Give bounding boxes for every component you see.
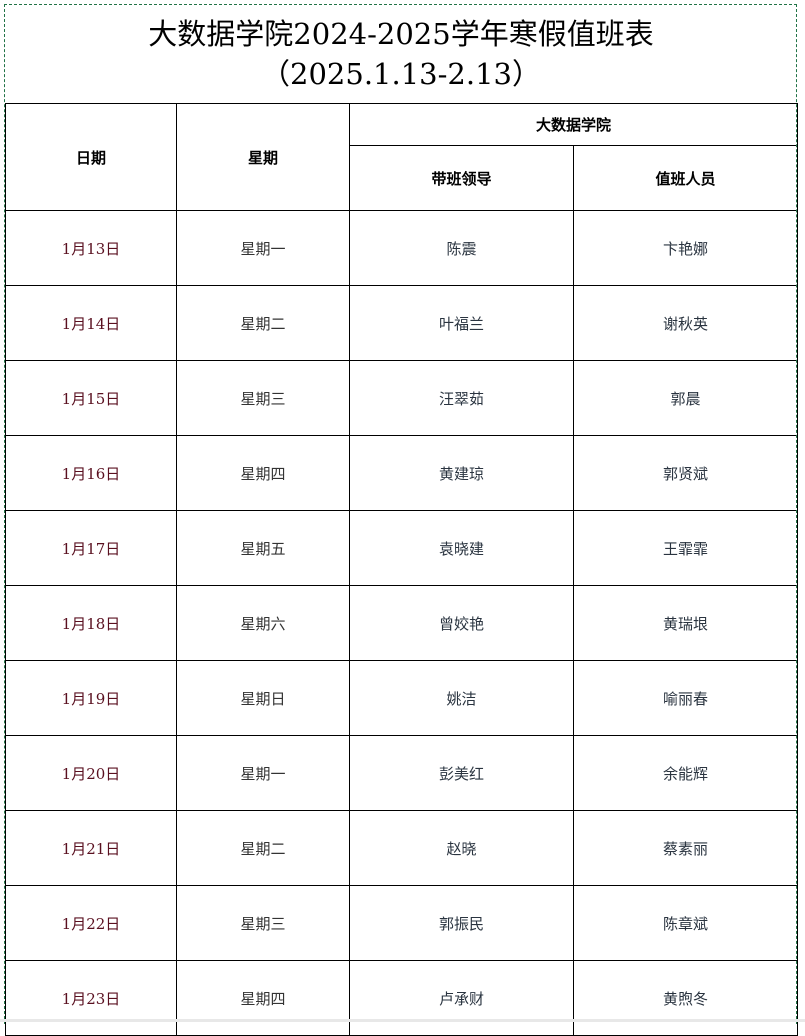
- cell-weekday[interactable]: 星期三: [176, 885, 350, 961]
- header-group[interactable]: 大数据学院: [348, 103, 799, 146]
- table-row: 1月14日 星期二 叶福兰 谢秋英: [5, 285, 799, 361]
- cell-weekday[interactable]: 星期五: [176, 510, 350, 586]
- cell-leader[interactable]: 汪翠茹: [349, 360, 574, 436]
- sheet-title: 大数据学院2024-2025学年寒假值班表: [148, 17, 654, 51]
- cell-leader[interactable]: 郭振民: [349, 885, 574, 961]
- cell-staff[interactable]: 喻丽春: [572, 660, 799, 736]
- table-row: 1月21日 星期二 赵晓 蔡素丽: [5, 810, 799, 886]
- cell-weekday[interactable]: 星期二: [176, 810, 350, 886]
- cell-date[interactable]: 1月13日: [5, 210, 177, 286]
- cell-date[interactable]: 1月15日: [5, 360, 177, 436]
- header-staff[interactable]: 值班人员: [572, 145, 799, 211]
- cell-date[interactable]: 1月17日: [5, 510, 177, 586]
- cell-leader[interactable]: 叶福兰: [349, 285, 574, 361]
- table-row: 1月18日 星期六 曾姣艳 黄瑞垠: [5, 585, 799, 661]
- cell-weekday[interactable]: 星期一: [176, 735, 350, 811]
- cell-weekday[interactable]: 星期二: [176, 285, 350, 361]
- cell-staff[interactable]: 余能辉: [572, 735, 799, 811]
- header-leader[interactable]: 带班领导: [349, 145, 574, 211]
- table-row: 1月22日 星期三 郭振民 陈章斌: [5, 885, 799, 961]
- cell-weekday[interactable]: 星期四: [176, 435, 350, 511]
- cell-leader[interactable]: 赵晓: [349, 810, 574, 886]
- cell-staff[interactable]: 黄煦冬: [572, 960, 799, 1036]
- cell-date[interactable]: 1月19日: [5, 660, 177, 736]
- cell-staff[interactable]: 王霏霏: [572, 510, 799, 586]
- cell-date[interactable]: 1月18日: [5, 585, 177, 661]
- cell-staff[interactable]: 郭晨: [572, 360, 799, 436]
- duty-table: 日期 星期 大数据学院 带班领导 值班人员 1月13日 星期一 陈震 卞艳娜 1月14日…: [5, 103, 799, 1036]
- table-row: 1月16日 星期四 黄建琼 郭贤斌: [5, 435, 799, 511]
- header-weekday[interactable]: 星期: [176, 103, 350, 211]
- cell-weekday[interactable]: 星期四: [176, 960, 350, 1036]
- cell-leader[interactable]: 袁晓建: [349, 510, 574, 586]
- cell-date[interactable]: 1月21日: [5, 810, 177, 886]
- cell-leader[interactable]: 陈震: [349, 210, 574, 286]
- header-date[interactable]: 日期: [5, 103, 177, 211]
- cell-staff[interactable]: 黄瑞垠: [572, 585, 799, 661]
- cell-leader[interactable]: 姚洁: [349, 660, 574, 736]
- cell-date[interactable]: 1月20日: [5, 735, 177, 811]
- table-row: 1月23日 星期四 卢承财 黄煦冬: [5, 960, 799, 1036]
- table-row: 1月20日 星期一 彭美红 余能辉: [5, 735, 799, 811]
- cell-leader[interactable]: 曾姣艳: [349, 585, 574, 661]
- cell-leader[interactable]: 卢承财: [349, 960, 574, 1036]
- cell-staff[interactable]: 谢秋英: [572, 285, 799, 361]
- cell-weekday[interactable]: 星期一: [176, 210, 350, 286]
- cell-staff[interactable]: 蔡素丽: [572, 810, 799, 886]
- table-row: 1月19日 星期日 姚洁 喻丽春: [5, 660, 799, 736]
- cell-date[interactable]: 1月23日: [5, 960, 177, 1036]
- horizontal-scrollbar-area: [0, 1019, 805, 1022]
- cell-date[interactable]: 1月14日: [5, 285, 177, 361]
- cell-staff[interactable]: 陈章斌: [572, 885, 799, 961]
- table-row: 1月13日 星期一 陈震 卞艳娜: [5, 210, 799, 286]
- cell-weekday[interactable]: 星期六: [176, 585, 350, 661]
- cell-leader[interactable]: 黄建琼: [349, 435, 574, 511]
- cell-weekday[interactable]: 星期日: [176, 660, 350, 736]
- sheet-subtitle: （2025.1.13-2.13）: [261, 57, 541, 91]
- cell-staff[interactable]: 卞艳娜: [572, 210, 799, 286]
- cell-staff[interactable]: 郭贤斌: [572, 435, 799, 511]
- cell-date[interactable]: 1月16日: [5, 435, 177, 511]
- title-cell[interactable]: 大数据学院2024-2025学年寒假值班表 （2025.1.13-2.13）: [5, 5, 797, 103]
- table-row: 1月15日 星期三 汪翠茹 郭晨: [5, 360, 799, 436]
- cell-weekday[interactable]: 星期三: [176, 360, 350, 436]
- table-row: 1月17日 星期五 袁晓建 王霏霏: [5, 510, 799, 586]
- cell-leader[interactable]: 彭美红: [349, 735, 574, 811]
- cell-date[interactable]: 1月22日: [5, 885, 177, 961]
